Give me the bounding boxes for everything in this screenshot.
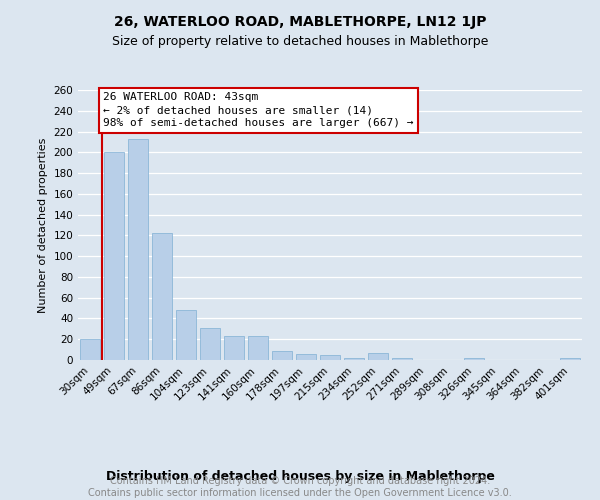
Bar: [368, 352, 388, 360]
Bar: [80, 339, 100, 360]
Text: Contains HM Land Registry data © Crown copyright and database right 2024.
Contai: Contains HM Land Registry data © Crown c…: [88, 476, 512, 498]
Bar: [560, 358, 580, 360]
Bar: [296, 354, 316, 360]
Bar: [152, 234, 172, 360]
Bar: [464, 358, 484, 360]
Bar: [200, 328, 220, 360]
Bar: [176, 310, 196, 360]
Bar: [128, 139, 148, 360]
Bar: [392, 358, 412, 360]
Bar: [104, 152, 124, 360]
Bar: [320, 355, 340, 360]
Bar: [224, 336, 244, 360]
Bar: [272, 350, 292, 360]
Text: Distribution of detached houses by size in Mablethorpe: Distribution of detached houses by size …: [106, 470, 494, 483]
Bar: [248, 336, 268, 360]
Bar: [344, 358, 364, 360]
Text: 26 WATERLOO ROAD: 43sqm
← 2% of detached houses are smaller (14)
98% of semi-det: 26 WATERLOO ROAD: 43sqm ← 2% of detached…: [103, 92, 414, 128]
Y-axis label: Number of detached properties: Number of detached properties: [38, 138, 48, 312]
Text: 26, WATERLOO ROAD, MABLETHORPE, LN12 1JP: 26, WATERLOO ROAD, MABLETHORPE, LN12 1JP: [114, 15, 486, 29]
Text: Size of property relative to detached houses in Mablethorpe: Size of property relative to detached ho…: [112, 35, 488, 48]
